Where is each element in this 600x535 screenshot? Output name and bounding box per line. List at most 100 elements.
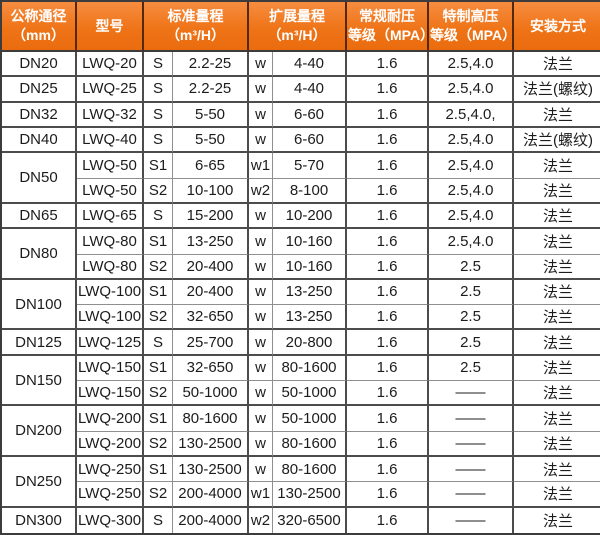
- cell-normal-pressure: 1.6: [347, 507, 429, 533]
- cell-standard-range: 130-2500: [173, 431, 249, 457]
- cell-high-pressure: ——: [429, 457, 514, 483]
- table-row: DN200 LWQ-200 S1 80-1600 w 50-1000 1.6 —— 法兰: [2, 406, 600, 457]
- cell-extended-range: 13-250: [273, 305, 347, 331]
- header-model: 型号: [77, 2, 144, 52]
- cell-normal-pressure: 1.6: [347, 178, 429, 204]
- cell-model: LWQ-80: [77, 254, 144, 280]
- cell-high-pressure: ——: [429, 406, 514, 432]
- cell-standard-range: 5-50: [173, 127, 249, 154]
- cell-high-pressure: ——: [429, 431, 514, 457]
- cell-high-pressure: 2.5: [429, 279, 514, 306]
- cell-model: LWQ-250: [77, 482, 144, 508]
- table-row: DN250 LWQ-250 S1 130-2500 w 80-1600 1.6 —— 法兰: [2, 457, 600, 508]
- cell-installation-method: 法兰: [514, 305, 600, 331]
- table-row: LWQ-200 S2 130-2500 w 80-1600 1.6 —— 法兰: [2, 431, 600, 457]
- cell-high-pressure: 2.5: [429, 305, 514, 331]
- header-normal-pressure-rating: 常规耐压 等级（MPA）: [347, 2, 429, 52]
- cell-nominal-diameter: DN32: [2, 102, 77, 128]
- cell-standard-label: S2: [144, 431, 173, 457]
- cell-standard-range: 2.2-25: [173, 52, 249, 78]
- table-row: DN65 LWQ-65 S 15-200 w 10-200 1.6 2.5,4.0 法兰: [2, 203, 600, 230]
- header-special-high-pressure-rating: 特制高压 等级（MPA）: [429, 2, 514, 52]
- table-row: DN32 LWQ-32 S 5-50 w 6-60 1.6 2.5,4.0, 法兰: [2, 102, 600, 128]
- cell-installation-method: 法兰: [514, 482, 600, 508]
- cell-standard-range: 130-2500: [173, 457, 249, 483]
- header-line: 等级（MPA）: [348, 27, 429, 43]
- cell-standard-range: 200-4000: [173, 482, 249, 508]
- table-row: DN40 LWQ-40 S 5-50 w 6-60 1.6 2.5,4.0 法兰(螺纹): [2, 127, 600, 154]
- header-line: 常规耐压: [359, 8, 415, 25]
- cell-extended-range: 80-1600: [273, 457, 347, 483]
- table-row: DN20 LWQ-20 S 2.2-25 w 4-40 1.6 2.5,4.0 法兰: [2, 52, 600, 78]
- cell-extended-range: 50-1000: [273, 406, 347, 432]
- cell-standard-range: 6-65: [173, 153, 249, 179]
- cell-nominal-diameter: DN65: [2, 203, 77, 230]
- cell-installation-method: 法兰: [514, 355, 600, 382]
- cell-extended-label: w: [249, 330, 273, 356]
- cell-nominal-diameter: DN25: [2, 77, 77, 103]
- cell-standard-range: 200-4000: [173, 507, 249, 533]
- cell-normal-pressure: 1.6: [347, 52, 429, 78]
- cell-extended-label: w2: [249, 178, 273, 204]
- cell-extended-range: 10-200: [273, 203, 347, 230]
- cell-installation-method: 法兰: [514, 203, 600, 230]
- cell-standard-range: 25-700: [173, 330, 249, 356]
- header-line: 标准量程: [167, 8, 224, 25]
- cell-extended-label: w: [249, 102, 273, 128]
- cell-standard-label: S: [144, 77, 173, 103]
- cell-standard-label: S2: [144, 381, 173, 407]
- table-row: DN300 LWQ-300 S 200-4000 w2 320-6500 1.6 —— 法兰: [2, 507, 600, 533]
- cell-installation-method: 法兰: [514, 457, 600, 483]
- cell-high-pressure: 2.5,4.0: [429, 52, 514, 78]
- cell-extended-range: 4-40: [273, 52, 347, 78]
- header-nominal-diameter: 公称通径 （mm）: [2, 2, 77, 52]
- cell-model: LWQ-100: [77, 279, 144, 306]
- cell-standard-label: S2: [144, 178, 173, 204]
- cell-normal-pressure: 1.6: [347, 77, 429, 103]
- cell-normal-pressure: 1.6: [347, 406, 429, 432]
- table-row: DN150 LWQ-150 S1 32-650 w 80-1600 1.6 2.5 法兰: [2, 355, 600, 407]
- cell-high-pressure: 2.5: [429, 330, 514, 356]
- header-line: 安装方式: [530, 17, 586, 34]
- cell-high-pressure: 2.5: [429, 254, 514, 280]
- cell-nominal-diameter: DN20: [2, 52, 77, 78]
- cell-model: LWQ-250: [77, 457, 144, 483]
- cell-installation-method: 法兰: [514, 279, 600, 306]
- cell-standard-label: S2: [144, 482, 173, 508]
- table-row: DN50 LWQ-50 S1 6-65 w1 5-70 1.6 2.5,4.0 法兰: [2, 153, 600, 204]
- cell-extended-label: w: [249, 457, 273, 483]
- cell-extended-label: w: [249, 254, 273, 280]
- cell-extended-range: 130-2500: [273, 482, 347, 508]
- cell-model: LWQ-150: [77, 355, 144, 382]
- table-row: LWQ-80 S2 20-400 w 10-160 1.6 2.5 法兰: [2, 254, 600, 280]
- cell-extended-label: w: [249, 305, 273, 331]
- cell-installation-method: 法兰: [514, 52, 600, 78]
- header-standard-range: 标准量程 （m³/H）: [144, 2, 249, 52]
- cell-nominal-diameter: DN300: [2, 507, 77, 533]
- cell-extended-label: w2: [249, 507, 273, 533]
- cell-installation-method: 法兰: [514, 406, 600, 432]
- cell-high-pressure: ——: [429, 381, 514, 407]
- cell-extended-label: w: [249, 381, 273, 407]
- cell-normal-pressure: 1.6: [347, 127, 429, 154]
- cell-standard-label: S1: [144, 229, 173, 255]
- cell-installation-method: 法兰: [514, 507, 600, 533]
- cell-high-pressure: 2.5,4.0: [429, 178, 514, 204]
- cell-installation-method: 法兰(螺纹): [514, 127, 600, 154]
- cell-installation-method: 法兰: [514, 153, 600, 179]
- header-line: （m³/H）: [267, 27, 327, 43]
- cell-normal-pressure: 1.6: [347, 153, 429, 179]
- cell-extended-range: 50-1000: [273, 381, 347, 407]
- cell-extended-label: w: [249, 203, 273, 230]
- cell-extended-range: 4-40: [273, 77, 347, 103]
- cell-high-pressure: 2.5,4.0: [429, 153, 514, 179]
- cell-installation-method: 法兰: [514, 381, 600, 407]
- cell-standard-label: S2: [144, 254, 173, 280]
- cell-standard-label: S: [144, 102, 173, 128]
- cell-model: LWQ-150: [77, 381, 144, 407]
- cell-extended-range: 13-250: [273, 279, 347, 306]
- cell-extended-label: w: [249, 279, 273, 306]
- cell-standard-range: 32-650: [173, 355, 249, 382]
- cell-model: LWQ-100: [77, 305, 144, 331]
- cell-installation-method: 法兰: [514, 229, 600, 255]
